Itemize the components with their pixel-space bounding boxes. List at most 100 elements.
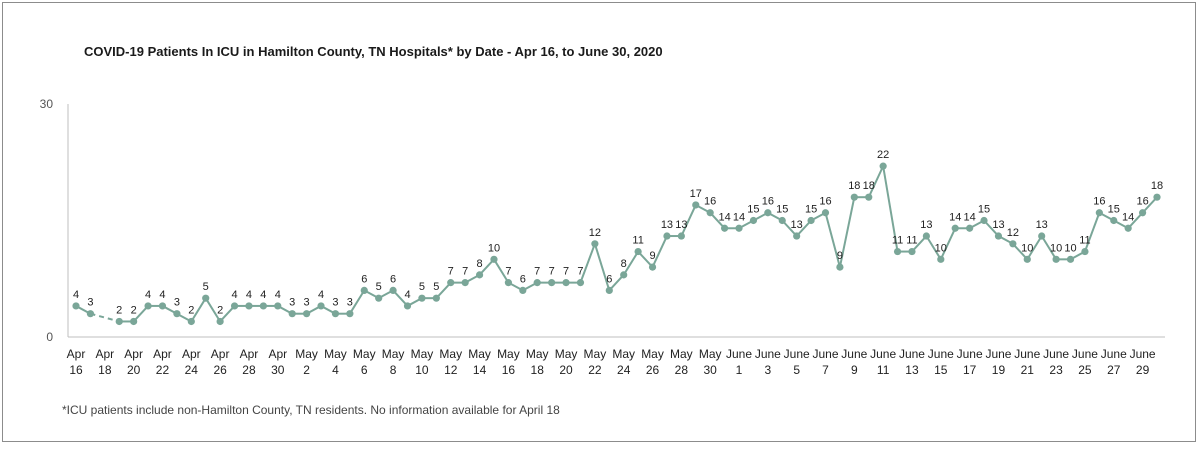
- data-point: [1138, 209, 1147, 217]
- data-label: 6: [606, 273, 612, 285]
- x-tick-label-day: 20: [559, 363, 573, 377]
- data-label: 15: [747, 204, 759, 216]
- series-segment: [349, 289, 366, 315]
- data-label: 14: [964, 211, 976, 223]
- x-tick-label-day: 2: [303, 363, 310, 377]
- data-label: 18: [1151, 180, 1163, 192]
- data-point: [346, 310, 354, 318]
- x-tick-label-month: June: [1101, 347, 1127, 361]
- x-tick-label-day: 16: [502, 363, 516, 377]
- x-tick-label-day: 27: [1107, 363, 1121, 377]
- series-segment: [1083, 212, 1101, 252]
- data-point: [793, 232, 801, 240]
- data-point: [1081, 247, 1089, 256]
- x-tick-label-month: May: [699, 347, 722, 361]
- data-point: [1038, 232, 1046, 240]
- x-tick-label-month: May: [641, 347, 664, 361]
- data-label: 2: [217, 304, 223, 316]
- axes: [67, 104, 1165, 338]
- data-point: [562, 279, 570, 287]
- x-tick-label-month: May: [670, 347, 693, 361]
- data-label: 3: [87, 297, 93, 309]
- data-label: 14: [733, 211, 745, 223]
- data-point: [634, 247, 642, 256]
- data-label: 15: [1108, 204, 1120, 216]
- x-tick-label-day: 24: [617, 363, 631, 377]
- data-point: [519, 286, 527, 294]
- data-point: [879, 162, 887, 170]
- x-tick-label-month: May: [468, 347, 491, 361]
- x-tick-label-month: June: [1043, 347, 1069, 361]
- data-label: 11: [1079, 235, 1090, 247]
- data-label: 2: [188, 304, 194, 316]
- series-segment: [204, 297, 221, 322]
- series-segment: [651, 235, 668, 268]
- data-label: 11: [892, 235, 903, 247]
- x-tick-label-day: 19: [992, 363, 1006, 377]
- data-label: 16: [762, 196, 774, 208]
- data-point: [375, 294, 383, 302]
- x-tick-label-month: June: [841, 347, 867, 361]
- data-label: 13: [992, 219, 1004, 231]
- data-point: [245, 302, 253, 310]
- series-segment: [1040, 235, 1057, 260]
- data-point: [692, 201, 700, 209]
- x-tick-label-month: Apr: [182, 347, 201, 361]
- data-point: [86, 310, 95, 318]
- data-point: [461, 279, 469, 287]
- data-label: 11: [632, 235, 643, 247]
- data-point: [173, 310, 181, 318]
- data-label: 6: [520, 273, 526, 285]
- data-label: 10: [1050, 242, 1062, 254]
- data-label: 4: [404, 289, 410, 301]
- data-label: 14: [1122, 211, 1134, 223]
- x-tick-label-month: May: [526, 347, 549, 361]
- data-point: [389, 286, 397, 294]
- x-tick-label-month: June: [870, 347, 896, 361]
- x-tick-label-day: 3: [764, 363, 771, 377]
- series-segment: [939, 227, 957, 260]
- data-point: [591, 240, 599, 248]
- data-point: [158, 302, 167, 310]
- data-point: [620, 271, 628, 279]
- data-point: [1023, 255, 1031, 263]
- x-tick-label-month: May: [295, 347, 318, 361]
- x-tick-label-month: Apr: [124, 347, 143, 361]
- data-point: [1009, 240, 1017, 248]
- chart-title: COVID-19 Patients In ICU in Hamilton Cou…: [84, 44, 663, 59]
- data-label: 4: [145, 289, 151, 301]
- x-tick-label-day: 30: [704, 363, 718, 377]
- data-label: 7: [549, 266, 555, 278]
- data-label: 13: [1036, 219, 1048, 231]
- x-tick-label-day: 26: [646, 363, 660, 377]
- data-point: [490, 255, 498, 263]
- series-segment: [579, 243, 596, 283]
- x-tick-label-day: 9: [851, 363, 858, 377]
- y-tick-label: 0: [46, 330, 53, 344]
- x-tick-label-day: 15: [934, 363, 948, 377]
- x-tick-label-month: June: [1072, 347, 1098, 361]
- data-label: 4: [318, 289, 324, 301]
- data-label: 16: [819, 196, 831, 208]
- data-point: [432, 294, 440, 302]
- data-point: [447, 279, 455, 287]
- data-point: [1052, 255, 1060, 263]
- data-label: 18: [863, 180, 875, 192]
- data-label: 8: [477, 258, 483, 270]
- x-tick-label-month: June: [726, 347, 752, 361]
- data-label: 3: [347, 297, 353, 309]
- series-segment: [190, 297, 207, 322]
- data-label: 7: [505, 266, 511, 278]
- x-tick-label-month: June: [1014, 347, 1040, 361]
- data-point: [1110, 216, 1118, 225]
- data-label: 5: [419, 281, 425, 293]
- data-label: 15: [805, 204, 817, 216]
- data-label: 16: [1136, 196, 1148, 208]
- series-segment: [824, 212, 841, 268]
- x-tick-label-month: Apr: [211, 347, 230, 361]
- data-label: 4: [275, 289, 281, 301]
- series-segment: [882, 165, 899, 252]
- x-tick-label-day: 22: [156, 363, 170, 377]
- data-point: [115, 317, 123, 326]
- data-point: [893, 247, 902, 256]
